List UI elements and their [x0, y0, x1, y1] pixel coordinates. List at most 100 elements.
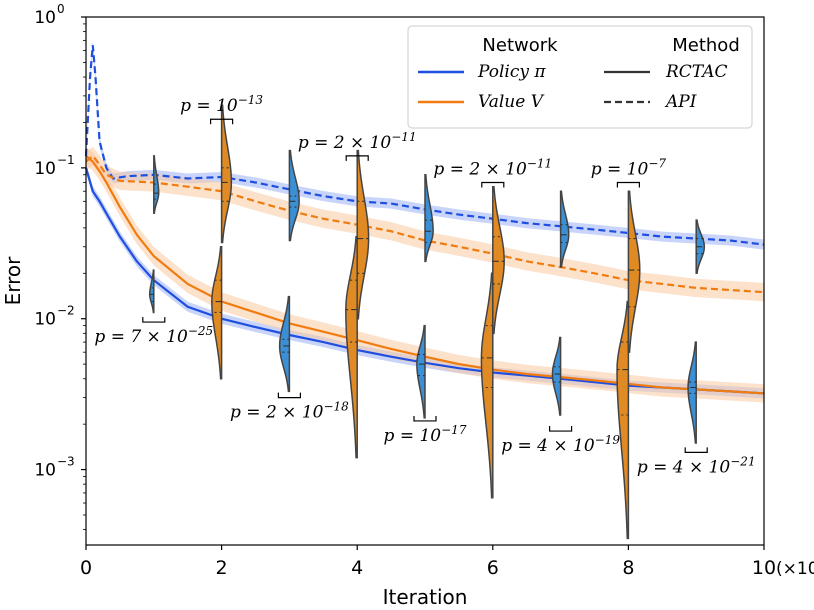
p-value-exponent: −11: [391, 130, 416, 144]
p-value-label: p = 4 × 10−19: [501, 433, 620, 456]
violin-policy-rctac-x7: [551, 336, 562, 416]
legend: Network Method Policy π Value V RCTAC API: [407, 25, 753, 129]
x-tick-label: 0: [80, 557, 92, 579]
x-tick-label: 10: [752, 557, 776, 579]
legend-network-label: Policy π: [477, 62, 546, 82]
violin-body: [627, 190, 641, 353]
violin-value-rctac-x6: [480, 272, 494, 499]
p-value-exponent: −11: [527, 156, 552, 170]
violin-body: [559, 190, 570, 268]
violin-policy-rctac-x3: [278, 295, 291, 393]
p-annotation-x5: p = 10−17: [384, 415, 467, 446]
violin-value-api-x8: [627, 190, 641, 353]
p-value-label: p = 4 × 10−21: [637, 454, 756, 477]
p-value-label: p = 2 × 10−11: [433, 156, 552, 179]
p-value-label: p = 7 × 10−25: [94, 324, 213, 347]
y-tick-exponent: −3: [57, 455, 75, 469]
y-tick-label: 10: [34, 159, 56, 179]
p-bracket: [277, 392, 301, 399]
y-tick-label: 10: [34, 8, 56, 28]
line-value-api: [85, 154, 765, 294]
violin-body: [416, 324, 426, 419]
p-annotation-x7: p = 4 × 10−19: [501, 426, 620, 456]
y-tick-exponent: −2: [57, 304, 75, 318]
violin-policy-rctac-x1: [148, 269, 155, 314]
p-annotation-x3: p = 2 × 10−18: [230, 392, 349, 423]
violin-value-rctac-x4: [345, 235, 358, 459]
y-tick-exponent: 0: [57, 2, 65, 16]
p-value-exponent: −21: [730, 454, 755, 468]
p-bracket: [616, 181, 640, 188]
violin-policy-api-x1: [153, 155, 160, 215]
p-bracket: [413, 415, 437, 422]
violin-body: [278, 295, 291, 393]
p-annotation-x2: p = 10−13: [180, 93, 263, 125]
violin-body: [551, 336, 562, 416]
p-annotation-x6: p = 2 × 10−11: [433, 156, 552, 188]
legend-method-label: RCTAC: [665, 62, 728, 82]
legend-method-label: API: [664, 92, 697, 112]
p-value-exponent: −25: [188, 324, 213, 338]
violin-policy-rctac-x5: [416, 324, 426, 419]
violin-value-rctac-x2: [211, 245, 223, 380]
violin-policy-api-x5: [424, 174, 434, 263]
p-bracket: [210, 118, 234, 125]
y-tick-exponent: −1: [57, 153, 75, 167]
p-value-exponent: −13: [238, 93, 264, 107]
p-annotation-x1: p = 7 × 10−25: [94, 317, 213, 347]
violin-value-rctac-x8: [616, 300, 630, 540]
y-tick-label: 10: [34, 310, 56, 330]
violin-value-api-x6: [492, 185, 505, 335]
p-annotation-x9: p = 4 × 10−21: [637, 447, 756, 477]
p-bracket: [684, 447, 708, 453]
violin-policy-api-x9: [695, 219, 706, 275]
x-tick-label: 4: [351, 557, 363, 579]
p-value-exponent: −19: [595, 433, 621, 447]
violin-body: [356, 149, 370, 320]
band-value-api: [86, 146, 764, 302]
p-value-exponent: −17: [441, 423, 467, 437]
violin-body: [492, 185, 505, 335]
x-multiplier-label: (×10⁴): [776, 559, 814, 579]
violin-value-api-x4: [356, 149, 370, 320]
plot-frame: [85, 16, 765, 546]
violin-body: [687, 341, 697, 444]
legend-method-title: Method: [672, 35, 740, 56]
p-value-label: p = 2 × 10−18: [230, 400, 349, 423]
legend-network-title: Network: [482, 35, 558, 56]
x-tick-label: 8: [622, 557, 634, 579]
violin-value-api-x2: [220, 104, 233, 244]
p-value-label: p = 10−7: [591, 156, 667, 179]
p-value-exponent: −18: [323, 400, 349, 414]
p-annotation-x8: p = 10−7: [591, 156, 667, 188]
legend-network-label: Value V: [478, 92, 545, 112]
x-axis-label: Iteration: [383, 585, 468, 609]
violin-body: [220, 104, 233, 244]
violin-body: [211, 245, 223, 380]
y-axis-label: Error: [1, 256, 25, 306]
p-bracket: [549, 426, 573, 432]
x-tick-label: 6: [487, 557, 499, 579]
violin-body: [480, 272, 494, 499]
violin-body: [345, 235, 358, 459]
p-value-label: p = 10−13: [180, 93, 263, 116]
violin-plots: [148, 104, 706, 540]
x-tick-label: 2: [216, 557, 228, 579]
p-value-label: p = 10−17: [384, 423, 467, 446]
p-value-annotations: p = 7 × 10−25 p = 10−13 p = 2 × 10−18 p = 2…: [94, 93, 755, 477]
p-bracket: [142, 317, 166, 323]
p-bracket: [345, 155, 369, 161]
p-value-label: p = 2 × 10−11: [298, 130, 417, 153]
violin-body: [424, 174, 434, 263]
p-annotation-x4: p = 2 × 10−11: [298, 130, 417, 161]
p-bracket: [481, 181, 505, 188]
violin-policy-rctac-x9: [687, 341, 697, 444]
violin-body: [288, 149, 300, 242]
violin-policy-api-x3: [288, 149, 300, 242]
p-value-exponent: −7: [648, 156, 666, 170]
violin-policy-api-x7: [559, 190, 570, 268]
violin-body: [616, 300, 630, 540]
